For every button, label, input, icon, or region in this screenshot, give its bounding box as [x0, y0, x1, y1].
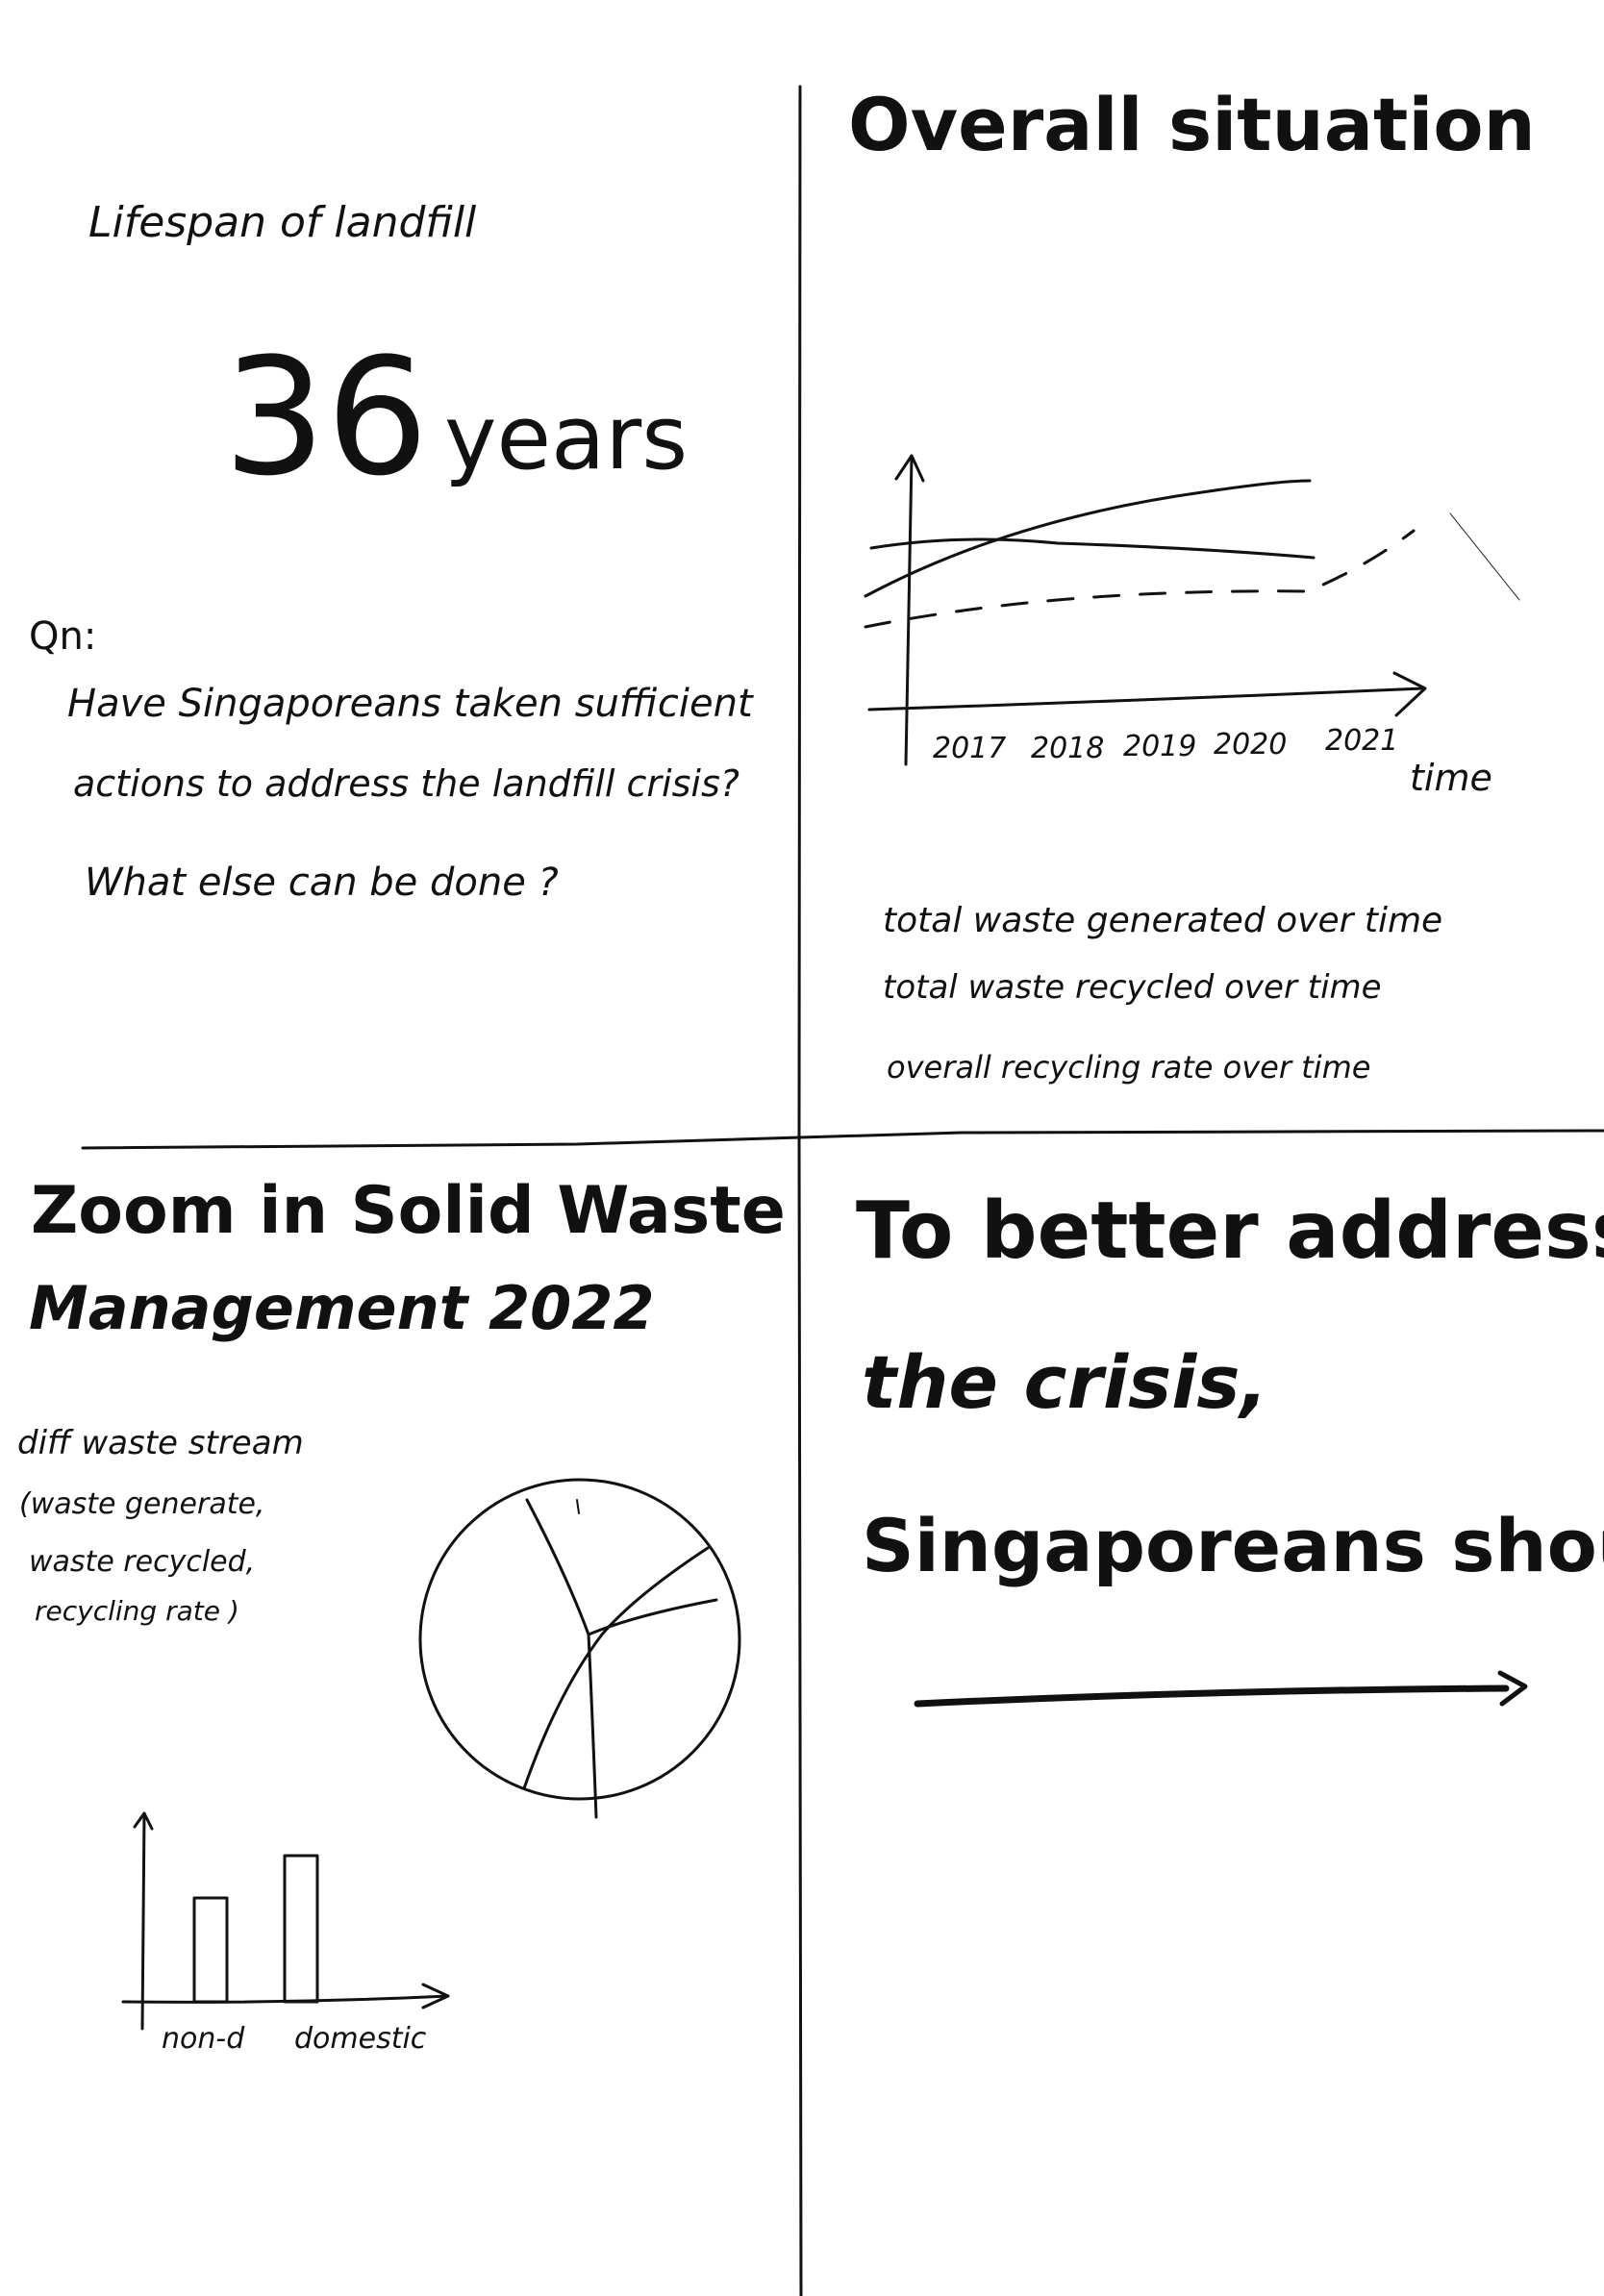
y-axis-arrow — [894, 454, 925, 483]
overall-situation-title: Overall situation — [848, 82, 1536, 167]
bar-label-domestic: domestic — [294, 2022, 427, 2056]
bar-x-axis-arrow — [421, 1983, 450, 2009]
x-axis-arrow — [1392, 671, 1427, 717]
waste-stream-note-1: diff waste stream — [17, 1424, 304, 1462]
x-tick-2021: 2021 — [1325, 724, 1399, 758]
zoom-title-line-2: Management 2022 — [29, 1273, 655, 1343]
series-generated-line — [864, 479, 1312, 598]
bar-non-domestic — [192, 1896, 229, 2004]
pie-outline — [418, 1478, 741, 1801]
series-recycled-line — [869, 537, 1316, 560]
waste-stream-note-3: waste recycled, — [29, 1545, 256, 1579]
question-line-1: Have Singaporeans taken sufficient — [67, 682, 753, 726]
legend-recycled: total waste recycled over time — [883, 968, 1382, 1007]
bar-y-axis-arrow — [133, 1811, 154, 1831]
call-to-action-line-3: Singaporeans should — [862, 1503, 1604, 1588]
lifespan-unit: years — [444, 387, 689, 489]
x-tick-2017: 2017 — [933, 732, 1007, 765]
answer-underline — [914, 1685, 1510, 1708]
x-tick-2019: 2019 — [1123, 730, 1197, 763]
x-axis-label: time — [1410, 757, 1492, 799]
y-axis — [904, 455, 914, 766]
legend-generated: total waste generated over time — [883, 901, 1443, 940]
question-line-2: actions to address the landfill crisis? — [73, 762, 739, 805]
legend-rate: overall recycling rate over time — [887, 1049, 1371, 1086]
x-tick-2018: 2018 — [1031, 732, 1105, 765]
vertical-divider — [797, 85, 803, 2296]
horizontal-divider — [81, 1129, 1604, 1150]
x-tick-2020: 2020 — [1214, 728, 1288, 761]
waste-stream-note-2: (waste generate, — [19, 1487, 265, 1521]
question-line-3: What else can be done ? — [85, 861, 559, 905]
bar-label-non-domestic: non-d — [162, 2022, 245, 2056]
lifespan-value: 36 — [223, 323, 429, 512]
x-axis — [867, 686, 1425, 711]
pie-tick — [576, 1499, 580, 1514]
pie-divider-2 — [522, 1546, 710, 1790]
bar-domestic — [283, 1854, 319, 2004]
answer-arrowhead — [1497, 1670, 1528, 1707]
question-label: Qn: — [29, 614, 97, 659]
pie-divider-3 — [587, 1598, 718, 1636]
bar-y-axis — [140, 1811, 146, 2031]
landfill-lifespan-label: Lifespan of landfill — [88, 198, 477, 247]
waste-stream-note-4: recycling rate ) — [35, 1595, 239, 1627]
call-to-action-line-1: To better address — [856, 1185, 1604, 1277]
series-rate-line — [864, 529, 1416, 629]
zoom-title-line-1: Zoom in Solid Waste — [31, 1173, 786, 1249]
series-rate-extension — [1449, 512, 1520, 601]
call-to-action-line-2: the crisis, — [862, 1339, 1268, 1425]
